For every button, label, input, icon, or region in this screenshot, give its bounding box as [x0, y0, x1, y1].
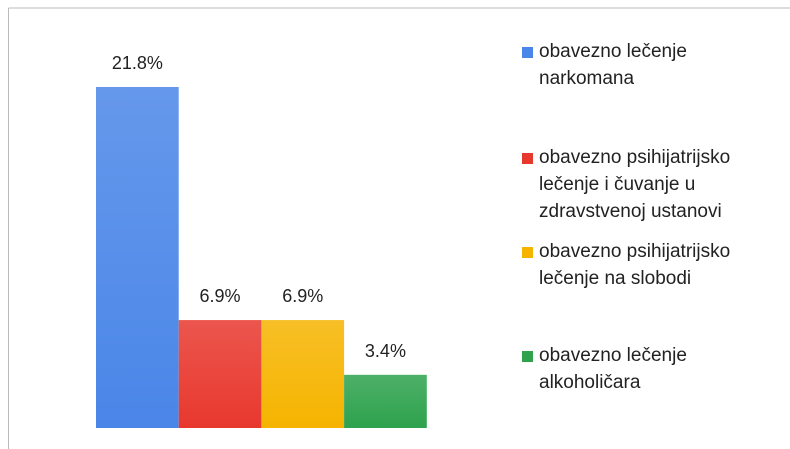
bar — [178, 320, 262, 428]
legend-label: obavezno lečenje narkomana — [539, 41, 687, 89]
legend-swatch — [522, 47, 533, 58]
legend-entry: obavezno psihijatrijsko lečenje i čuvanj… — [522, 144, 784, 225]
data-label: 6.9% — [200, 286, 241, 306]
legend-label: obavezno psihijatrijsko lečenje i čuvanj… — [539, 147, 731, 222]
legend-label: obavezno psihijatrijsko lečenje na slobo… — [539, 241, 731, 289]
legend-label: obavezno lečenje alkoholičara — [539, 345, 687, 393]
bar — [261, 320, 345, 428]
data-label: 21.8% — [112, 53, 163, 73]
data-label: 6.9% — [282, 286, 323, 306]
bar — [344, 374, 427, 428]
legend-entry: obavezno lečenje narkomana — [522, 38, 784, 92]
legend-entry: obavezno psihijatrijsko lečenje na slobo… — [522, 238, 784, 292]
legend-entry: obavezno lečenje alkoholičara — [522, 342, 784, 396]
data-label: 3.4% — [365, 341, 406, 361]
bar — [96, 87, 179, 428]
legend-swatch — [522, 247, 533, 258]
legend-swatch — [522, 351, 533, 362]
legend-swatch — [522, 153, 533, 164]
